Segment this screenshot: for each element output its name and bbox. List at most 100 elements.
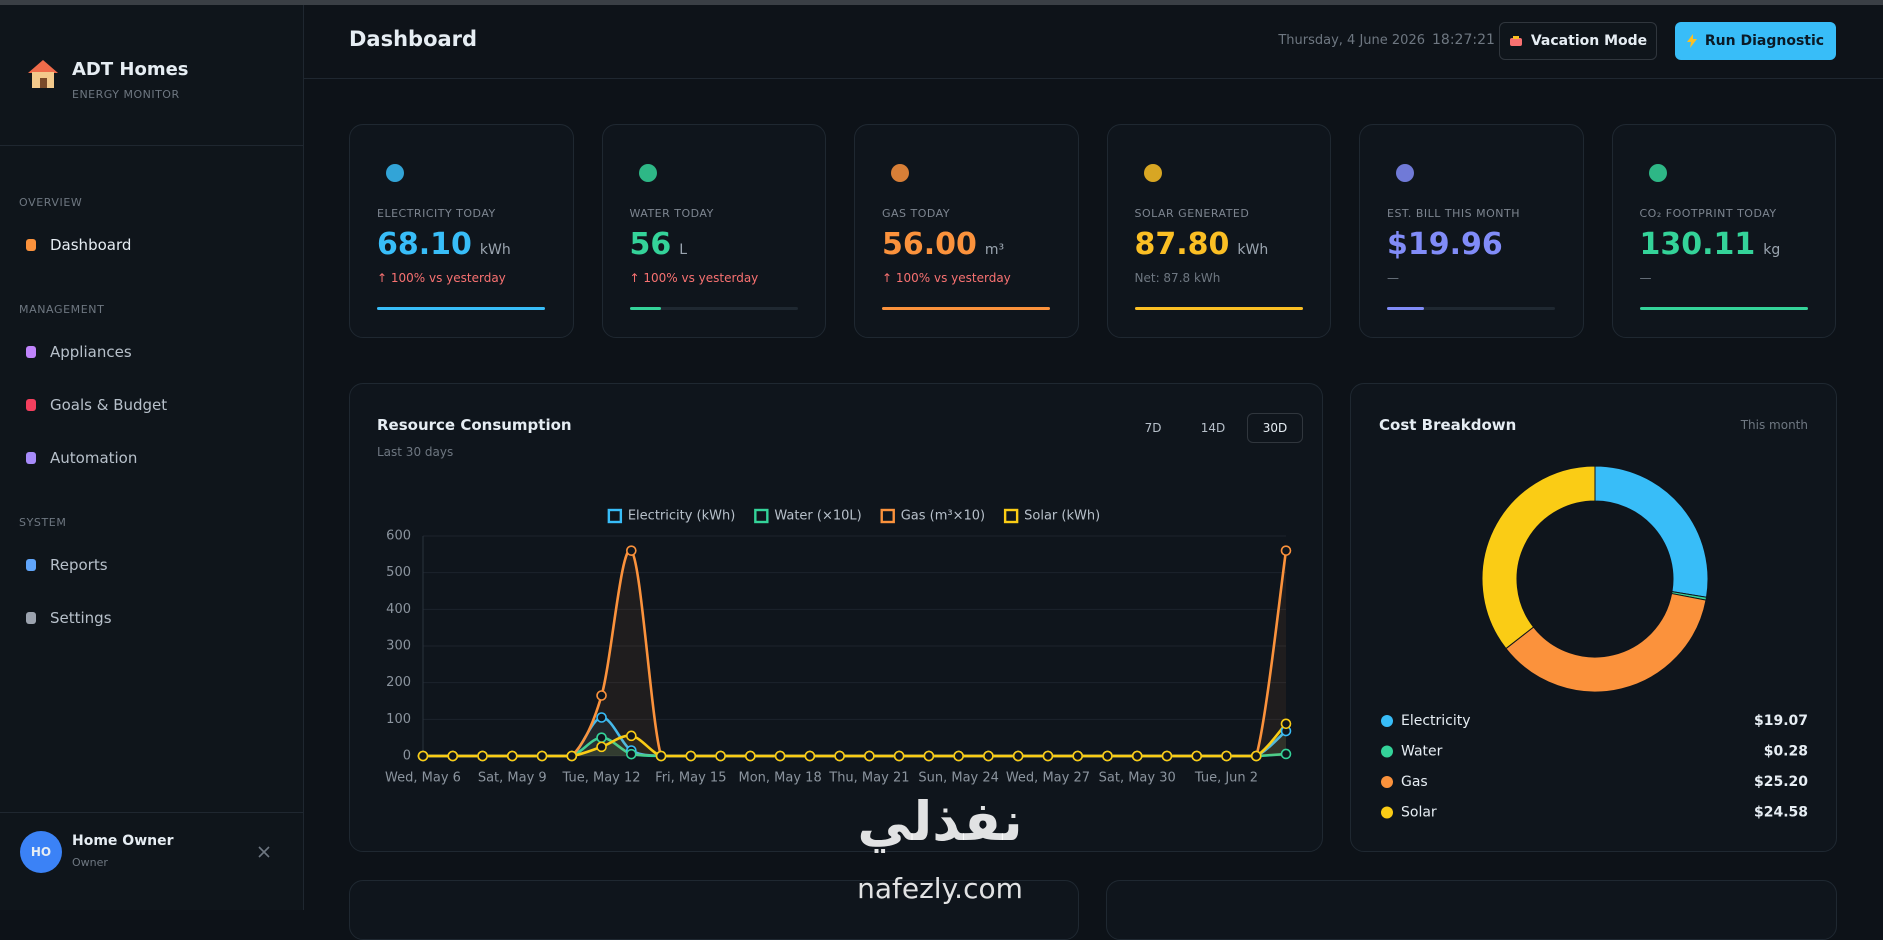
progress-bar [1134,307,1303,310]
legend: Electricity (kWh) Water (×10L) Gas (m³×10)… [607,508,1100,524]
icon-shape [26,239,36,251]
card-value: 130.11 [1639,227,1756,262]
logout-button[interactable] [257,845,271,859]
nav-label: Settings [50,609,112,627]
icon-shape [26,612,36,624]
logo-icon [28,60,58,88]
legend-item: Solar (kWh) [1003,509,1100,524]
data-point [1131,750,1143,762]
legend-swatch [880,508,895,524]
card-note: — [1387,271,1399,285]
data-point [685,750,697,762]
data-point [953,750,964,762]
avatar: HO [20,831,62,873]
nav-item[interactable]: Settings [0,598,303,638]
panel-subtitle: This month [1740,418,1808,432]
brand: ADT Homes [72,59,189,80]
card-value: 56 [629,227,672,262]
series-area [423,550,1286,756]
nav-item[interactable]: Appliances [0,332,303,372]
nav-heading: OVERVIEW [19,196,83,209]
y-tick-label: 400 [386,602,411,617]
card-unit: m³ [984,242,1005,258]
x-tick-label: Wed, May 27 [1006,771,1090,786]
x-tick-label: Tue, May 12 [562,771,641,786]
legend-label: Gas (m³×10) [901,509,985,524]
nav-icon [26,612,36,624]
icon-shape [26,559,36,571]
range-button[interactable]: 7D [1144,421,1162,435]
icon-shape [891,164,909,182]
icon-shape [26,452,36,464]
nav-item[interactable]: Goals & Budget [0,385,303,425]
nav-label: Automation [50,449,138,467]
data-point [1012,750,1024,762]
card-note: ↑ 100% vs yesterday [882,271,1011,285]
series-area [423,737,1286,756]
card-label: WATER TODAY [629,207,714,220]
button-label: Vacation Mode [1530,33,1648,49]
legend-swatch [607,508,623,524]
card-unit: kWh [1237,242,1269,258]
data-point [893,750,905,762]
card-label: CO₂ FOOTPRINT TODAY [1639,207,1777,220]
nav-item[interactable]: Dashboard [0,225,303,265]
data-point [596,732,607,743]
progress-track [377,307,545,310]
data-point [596,741,607,753]
legend-label: Solar [1401,805,1437,821]
card-icon [386,164,404,182]
card-value-row: $19.96 [1387,227,1511,262]
legend-value: $25.20 [1754,774,1808,790]
data-point [834,750,845,762]
nav-icon [26,239,36,251]
nav-item[interactable]: Automation [0,438,303,478]
vacation-button[interactable]: Vacation Mode [1499,22,1657,60]
legend-dot [1381,806,1393,819]
line-chart: 0 100 200 300 400 500 600 Wed, May 6 Sat, May 9 T… [385,508,1292,786]
card-value: 87.80 [1134,227,1230,262]
header: Dashboard Thursday, 4 June 2026 18:27:21… [304,5,1883,79]
legend-dot [1381,745,1393,758]
x-tick-label: Wed, May 6 [385,771,461,786]
stat-card: GAS TODAY 56.00 m³ ↑ 100% vs yesterday [854,124,1079,338]
x-tick-label: Sat, May 9 [478,771,547,786]
x-tick-label: Thu, May 21 [828,771,909,786]
divider [0,145,303,146]
nav-item[interactable]: Reports [0,545,303,585]
card-note: ↑ 100% vs yesterday [629,271,759,285]
progress-track [1387,307,1555,310]
progress-bar [629,307,662,310]
nav-icon [26,559,36,571]
data-point [566,750,578,762]
data-point [1280,718,1292,730]
range-button[interactable]: 14D [1200,421,1226,435]
x-tick-label: Sun, May 24 [918,771,999,786]
window-bar [0,0,1883,5]
panel [1106,880,1837,940]
stat-card: ELECTRICITY TODAY 68.10 kWh ↑ 100% vs yeste… [349,124,574,338]
nav-label: Appliances [50,343,132,361]
data-point [655,750,667,762]
card-note: ↑ 100% vs yesterday [377,271,506,285]
data-point [1280,748,1292,760]
legend-value: $0.28 [1764,744,1808,760]
card-value: 68.10 [377,227,472,262]
progress-track [882,307,1050,310]
range-button[interactable]: 30D [1247,413,1303,443]
donut-segment [1481,465,1596,650]
card-label: EST. BILL THIS MONTH [1387,207,1520,220]
nav-label: Dashboard [50,236,132,254]
progress-bar [882,307,1050,310]
legend-label: Gas [1401,774,1428,790]
diagnostic-button[interactable]: Run Diagnostic [1675,22,1836,60]
icon-shape [26,346,36,358]
watermark: nafezly.com [857,872,1023,905]
nav-label: Reports [50,556,108,574]
data-point [923,750,935,762]
donut-segment [1594,465,1709,598]
progress-track [1134,307,1303,310]
user-role: Owner [72,856,108,869]
card-icon [891,164,909,182]
data-point [1102,750,1113,762]
